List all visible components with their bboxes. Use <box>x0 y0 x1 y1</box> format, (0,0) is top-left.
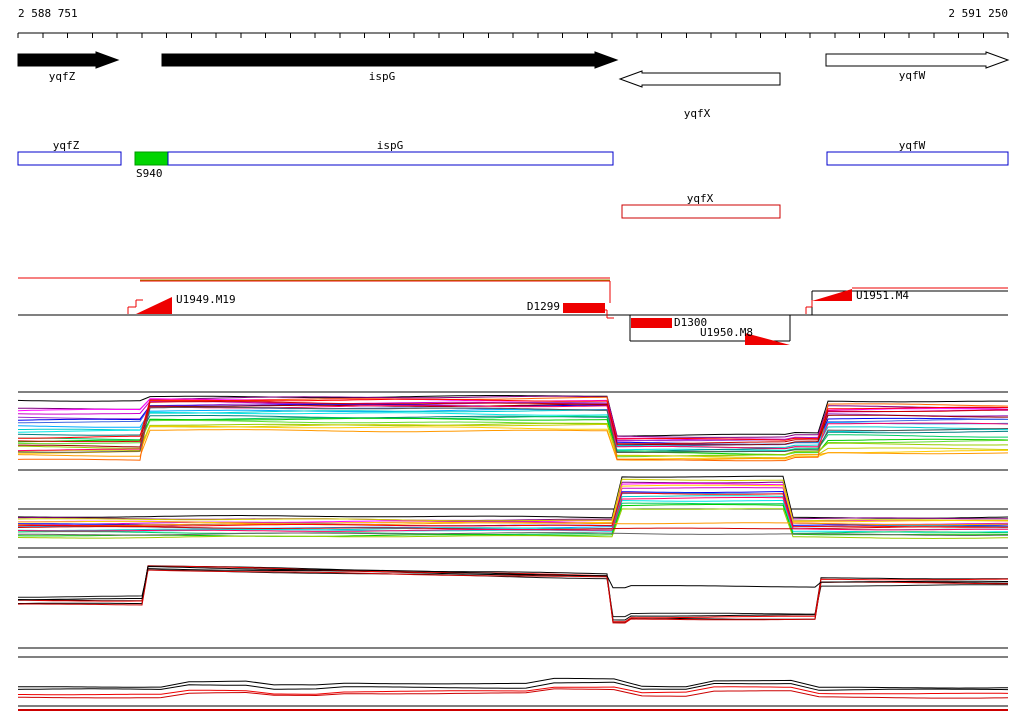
profile-line <box>17 522 1008 526</box>
gene-arrow-ispG[interactable] <box>161 51 619 69</box>
profile-line <box>17 401 1009 442</box>
signal-ramp-U1951.M4[interactable] <box>812 289 852 301</box>
profile-line <box>17 497 1008 532</box>
profile-line <box>18 481 1008 521</box>
signal-segment-D1300[interactable] <box>631 318 672 328</box>
profile-line <box>17 403 1009 446</box>
profile-line <box>18 403 1008 448</box>
profile-line <box>17 395 1008 437</box>
profile-line <box>17 429 1009 461</box>
profile-line <box>17 475 1009 519</box>
profile-line <box>17 415 1008 452</box>
profile-line <box>17 478 1008 522</box>
segment-box-yqfW[interactable] <box>826 151 1009 166</box>
profile-line <box>17 565 1008 601</box>
segment-box-S940[interactable] <box>134 151 169 166</box>
profile-line <box>17 396 1009 462</box>
profile-line <box>17 417 1009 456</box>
gene-arrow-yqfZ[interactable] <box>17 51 120 69</box>
signal-ramp-U1950.M8[interactable] <box>745 333 790 345</box>
gene-arrow-yqfW[interactable] <box>825 51 1010 69</box>
signal-ramp-U1949.M19[interactable] <box>136 297 172 314</box>
profile-line <box>17 508 1009 540</box>
profile-line <box>17 565 1008 623</box>
profile-line <box>18 686 1009 696</box>
profile-line <box>18 688 1009 699</box>
profile-line <box>18 569 1008 618</box>
gene-arrow-yqfX[interactable] <box>618 70 781 88</box>
profile-line <box>17 408 1008 447</box>
profile-line <box>18 398 1009 441</box>
profile-line <box>17 401 1009 445</box>
signal-segment-D1299[interactable] <box>563 303 605 313</box>
profile-line <box>17 420 1009 458</box>
profile-line <box>17 422 1008 457</box>
profile-line <box>18 532 1009 536</box>
profile-line <box>18 677 1009 689</box>
profile-line <box>17 406 1009 453</box>
segment-box-yqfZ[interactable] <box>17 151 122 166</box>
profile-line <box>17 681 1009 691</box>
segment-box-ispG[interactable] <box>167 151 614 166</box>
profile-line <box>17 502 1008 535</box>
profile-line <box>18 409 1008 449</box>
profile-line <box>17 411 1009 452</box>
profile-line <box>17 424 1008 459</box>
segment-box-yqfX[interactable] <box>621 204 781 219</box>
profile-line <box>17 492 1009 528</box>
